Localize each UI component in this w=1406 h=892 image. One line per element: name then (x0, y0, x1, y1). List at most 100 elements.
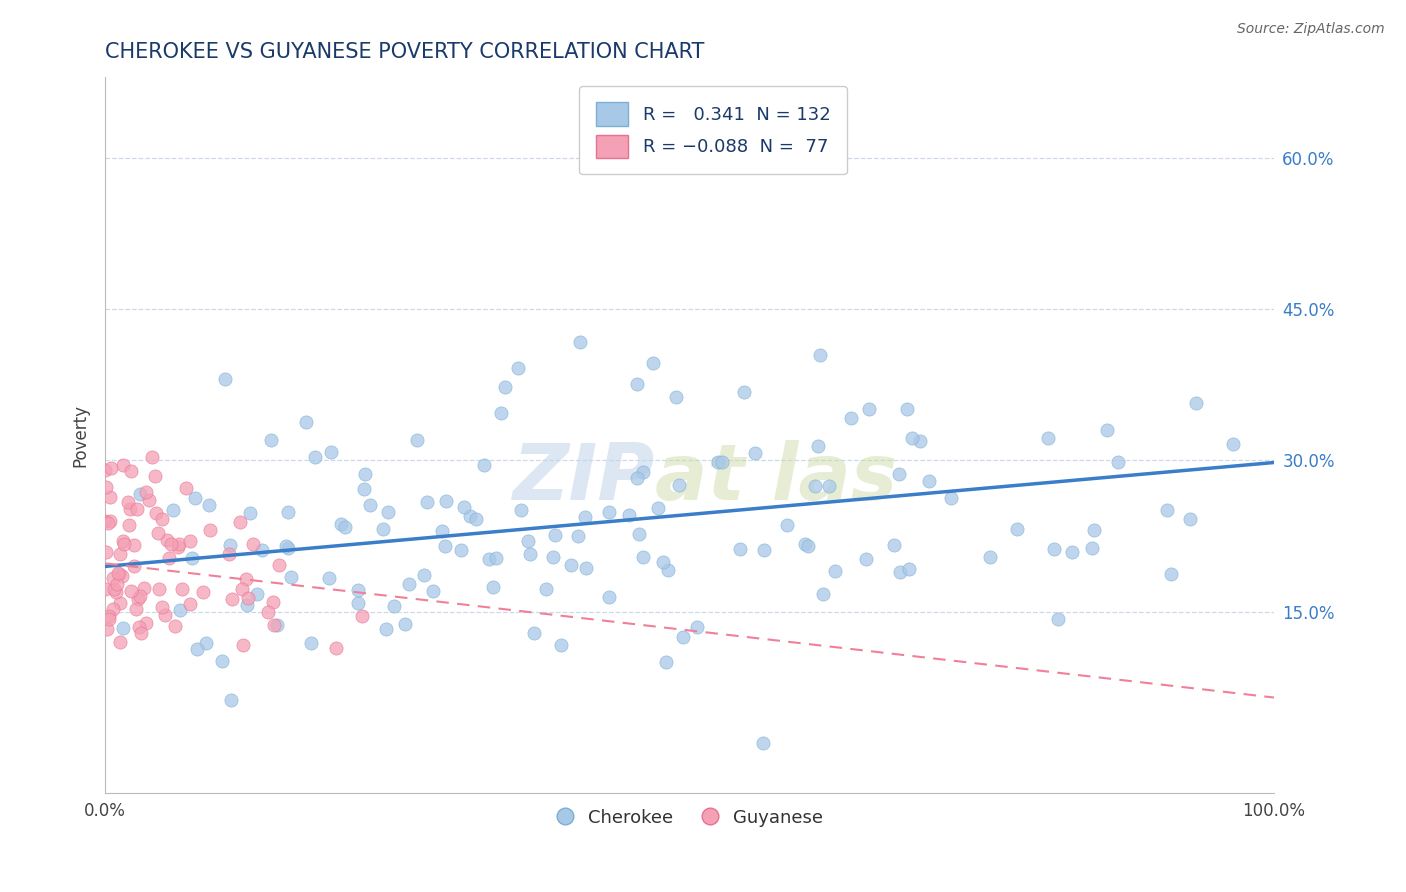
Point (211, 654, 233, 668)
Point (129, 590, 152, 604)
Point (304, 450, 326, 464)
Point (166, 540, 188, 554)
Point (162, 503, 184, 517)
Point (416, 495, 439, 509)
Point (818, 479, 841, 493)
Point (808, 348, 831, 362)
Point (382, 599, 405, 613)
Point (97, 516, 120, 530)
Point (110, 568, 132, 582)
Point (236, 591, 259, 605)
Point (655, 655, 678, 669)
Point (359, 499, 381, 513)
Point (728, 542, 751, 557)
Point (266, 618, 288, 632)
Point (569, 334, 592, 349)
Point (263, 618, 285, 632)
Text: Source: ZipAtlas.com: Source: ZipAtlas.com (1237, 22, 1385, 37)
Text: at las: at las (655, 441, 897, 516)
Point (541, 550, 564, 565)
Point (413, 568, 436, 582)
Point (108, 548, 131, 562)
Point (129, 487, 152, 501)
Point (422, 583, 444, 598)
Point (1185, 395, 1208, 409)
Point (889, 565, 911, 579)
Point (375, 622, 398, 636)
Point (277, 505, 299, 519)
Text: ZIP: ZIP (512, 441, 655, 516)
Point (1083, 523, 1105, 537)
Point (94, 582, 117, 596)
Point (129, 626, 152, 640)
Point (432, 524, 454, 539)
Point (262, 595, 284, 609)
Point (350, 608, 373, 623)
Point (711, 455, 734, 469)
Point (855, 552, 877, 566)
Point (143, 469, 166, 483)
Point (157, 551, 180, 566)
Point (617, 508, 640, 522)
Point (141, 450, 163, 464)
Point (134, 581, 156, 595)
Point (160, 537, 183, 551)
Point (1178, 512, 1201, 526)
Point (347, 596, 370, 610)
Point (979, 549, 1001, 564)
Point (219, 693, 242, 707)
Point (294, 415, 316, 429)
Point (118, 502, 141, 516)
Point (127, 592, 149, 607)
Point (176, 481, 198, 495)
Point (135, 485, 157, 500)
Point (120, 584, 142, 599)
Point (794, 537, 817, 551)
Point (153, 607, 176, 622)
Point (231, 582, 253, 596)
Point (1107, 455, 1129, 469)
Point (120, 464, 142, 478)
Point (200, 524, 222, 538)
Point (744, 446, 766, 460)
Point (509, 503, 531, 517)
Point (647, 500, 669, 515)
Point (235, 572, 257, 586)
Point (752, 542, 775, 557)
Point (105, 584, 128, 599)
Point (472, 458, 495, 473)
Point (318, 571, 340, 585)
Point (277, 541, 299, 555)
Point (135, 615, 157, 630)
Point (333, 519, 356, 533)
Point (152, 600, 174, 615)
Point (138, 493, 160, 508)
Point (1222, 437, 1244, 451)
Point (450, 543, 472, 558)
Point (706, 455, 728, 469)
Point (128, 620, 150, 634)
Point (169, 602, 191, 616)
Point (1043, 542, 1066, 557)
Point (668, 478, 690, 492)
Point (917, 474, 939, 488)
Point (256, 605, 278, 619)
Point (631, 465, 654, 479)
Point (464, 512, 486, 526)
Point (236, 598, 259, 612)
Point (575, 561, 598, 575)
Point (179, 534, 201, 549)
Point (627, 527, 650, 541)
Point (163, 619, 186, 633)
Point (433, 539, 456, 553)
Point (887, 467, 910, 481)
Point (354, 467, 377, 482)
Point (122, 538, 145, 552)
Point (219, 538, 242, 552)
Point (101, 602, 124, 616)
Point (150, 512, 173, 526)
Legend: Cherokee, Guyanese: Cherokee, Guyanese (548, 802, 831, 834)
Point (1047, 611, 1070, 625)
Point (560, 558, 582, 572)
Point (280, 570, 302, 584)
